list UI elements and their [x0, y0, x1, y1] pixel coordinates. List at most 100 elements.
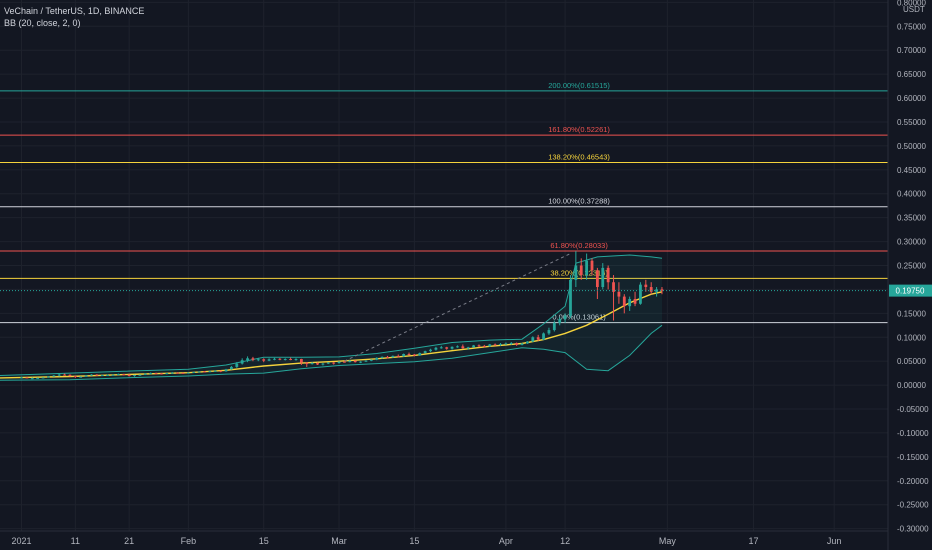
candle-body — [552, 322, 556, 331]
candle-body — [526, 341, 529, 344]
candle-body — [456, 346, 459, 348]
time-tick-label: Feb — [181, 536, 197, 546]
last-price-badge — [889, 284, 932, 297]
price-axis[interactable]: 0.80000 0.75000 0.70000 0.65000 0.60000 0.550… — [897, 0, 929, 534]
candle-body — [612, 282, 615, 292]
candle-body — [165, 373, 169, 375]
candle-body — [434, 347, 438, 350]
last-price-label: 0.19750 — [896, 287, 925, 296]
candle-body — [482, 345, 486, 347]
fib-level-label: 0.00%(0.13061) — [552, 313, 606, 322]
candle-body — [267, 359, 271, 361]
price-tick-label: 0.50000 — [897, 142, 926, 151]
candle-body — [391, 355, 395, 358]
candle-body — [63, 374, 66, 376]
candle-body — [574, 265, 578, 280]
chart-legend: VeChain / TetherUS, 1D, BINANCE BB (20, … — [4, 5, 144, 29]
fib-level-label: 161.80%(0.52261) — [548, 125, 610, 134]
price-tick-label: -0.30000 — [897, 525, 929, 534]
price-tick-label: 0.05000 — [897, 357, 926, 366]
candle-body — [20, 377, 23, 379]
lower-band-line — [0, 324, 663, 381]
candle-body — [160, 373, 163, 375]
candle-body — [36, 377, 40, 379]
candle-body — [133, 375, 136, 377]
last-price-marker: 0.19750 — [0, 284, 932, 297]
candle-body — [181, 372, 185, 374]
candle-body — [504, 343, 508, 345]
time-tick-label: 15 — [409, 536, 419, 546]
price-tick-label: 0.65000 — [897, 70, 926, 79]
indicator-title[interactable]: BB (20, close, 2, 0) — [4, 18, 81, 28]
candle-body — [660, 289, 664, 291]
price-tick-label: 0.75000 — [897, 22, 926, 31]
candle-body — [294, 359, 298, 361]
candle-body — [208, 371, 212, 373]
candle-body — [30, 378, 34, 380]
candle-body — [466, 347, 470, 349]
candle-body — [122, 374, 126, 376]
candle-body — [127, 374, 131, 377]
candle-body — [256, 359, 260, 361]
symbol-title[interactable]: VeChain / TetherUS, 1D, BINANCE — [4, 6, 145, 16]
candle-body — [106, 375, 110, 377]
candle-body — [343, 361, 346, 363]
candle-body — [488, 344, 492, 347]
candle-body — [595, 270, 599, 288]
candle-body — [57, 374, 61, 376]
candle-body — [601, 267, 605, 288]
candle-body — [117, 374, 120, 376]
candle-body — [520, 343, 524, 345]
price-tick-label: 0.35000 — [897, 214, 926, 223]
candle-body — [639, 284, 642, 304]
candle-body — [273, 358, 276, 360]
candle-body — [547, 330, 551, 334]
fib-level-label: 200.00%(0.61515) — [548, 81, 610, 90]
candle-body — [369, 359, 373, 361]
candle-body — [509, 342, 513, 344]
price-tick-label: 0.60000 — [897, 94, 926, 103]
candle-body — [579, 265, 583, 276]
candle-body — [326, 362, 330, 364]
candle-body — [445, 347, 449, 349]
candle-body — [461, 346, 465, 349]
candle-body — [585, 260, 589, 276]
candle-body — [321, 363, 325, 365]
candle-body — [203, 371, 206, 373]
candle-body — [348, 360, 352, 363]
candle-body — [197, 371, 201, 373]
candle-body — [450, 346, 454, 349]
candle-body — [73, 376, 77, 378]
candle-body — [423, 351, 427, 354]
price-tick-label: 0.45000 — [897, 166, 926, 175]
candle-body — [299, 359, 303, 363]
candle-body — [316, 363, 319, 365]
band-fill — [0, 255, 662, 381]
price-tick-label: 0.00000 — [897, 381, 926, 390]
candle-body — [176, 372, 179, 374]
candle-body — [240, 360, 244, 364]
candle-body — [359, 361, 362, 363]
candle-body — [499, 343, 502, 345]
price-tick-label: -0.10000 — [897, 429, 929, 438]
candle-body — [590, 260, 594, 271]
fib-level-label: 38.20%(0.22316) — [550, 268, 608, 277]
candle-body — [337, 361, 341, 364]
fibonacci-extension[interactable]: 200.00%(0.61515) 161.80%(0.52261) 138.20%(… — [0, 81, 888, 324]
candle-body — [41, 377, 45, 379]
candle-body — [531, 337, 535, 342]
candle-body — [380, 356, 384, 358]
candle-body — [52, 375, 56, 377]
candle-body — [569, 279, 572, 316]
candle-body — [289, 359, 293, 361]
time-tick-label: 15 — [259, 536, 269, 546]
candle-body — [90, 374, 93, 376]
price-tick-label: 0.10000 — [897, 333, 926, 342]
candle-body — [542, 333, 545, 340]
time-axis[interactable]: 2021 11 21 Feb 15 Mar 15 Apr 12 May 17 Jun — [12, 536, 842, 546]
time-tick-label: 11 — [71, 536, 80, 546]
candle-body — [628, 298, 632, 307]
candle-body — [95, 374, 99, 376]
